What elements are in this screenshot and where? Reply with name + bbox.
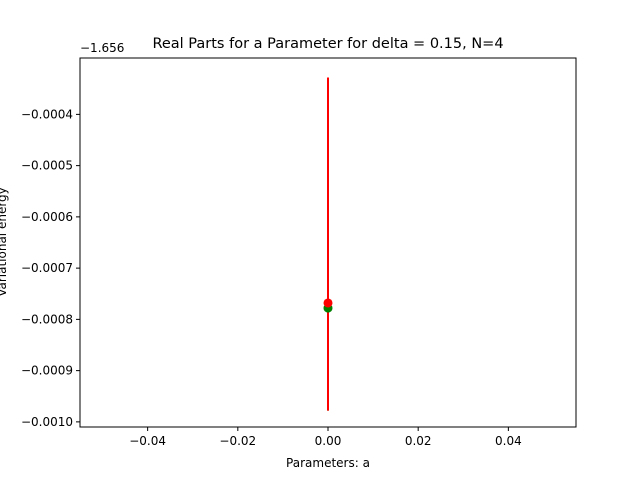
y-tick-label: −0.0010 (21, 415, 73, 429)
y-tick-label: −0.0005 (21, 159, 73, 173)
y-tick-label: −0.0006 (21, 210, 73, 224)
x-tick-label: 0.02 (405, 434, 432, 448)
y-tick-label: −0.0007 (21, 261, 73, 275)
chart-title: Real Parts for a Parameter for delta = 0… (152, 36, 503, 52)
y-offset-label: −1.656 (80, 41, 124, 55)
data-point (323, 298, 333, 308)
x-tick-label: −0.04 (129, 434, 166, 448)
x-axis-ticks: −0.04 −0.02 0.00 0.02 0.04 (129, 427, 522, 448)
y-tick-label: −0.0008 (21, 312, 73, 326)
x-axis-label: Parameters: a (286, 456, 370, 470)
x-tick-label: −0.02 (219, 434, 256, 448)
x-tick-label: 0.00 (315, 434, 342, 448)
y-axis-label: Variational energy (0, 187, 9, 297)
data-marks (323, 77, 333, 411)
y-axis-ticks: −0.0004 −0.0005 −0.0006 −0.0007 −0.0008 −0.00… (21, 107, 80, 429)
y-tick-label: −0.0009 (21, 364, 73, 378)
y-tick-label: −0.0004 (21, 107, 73, 121)
x-tick-label: 0.04 (495, 434, 522, 448)
